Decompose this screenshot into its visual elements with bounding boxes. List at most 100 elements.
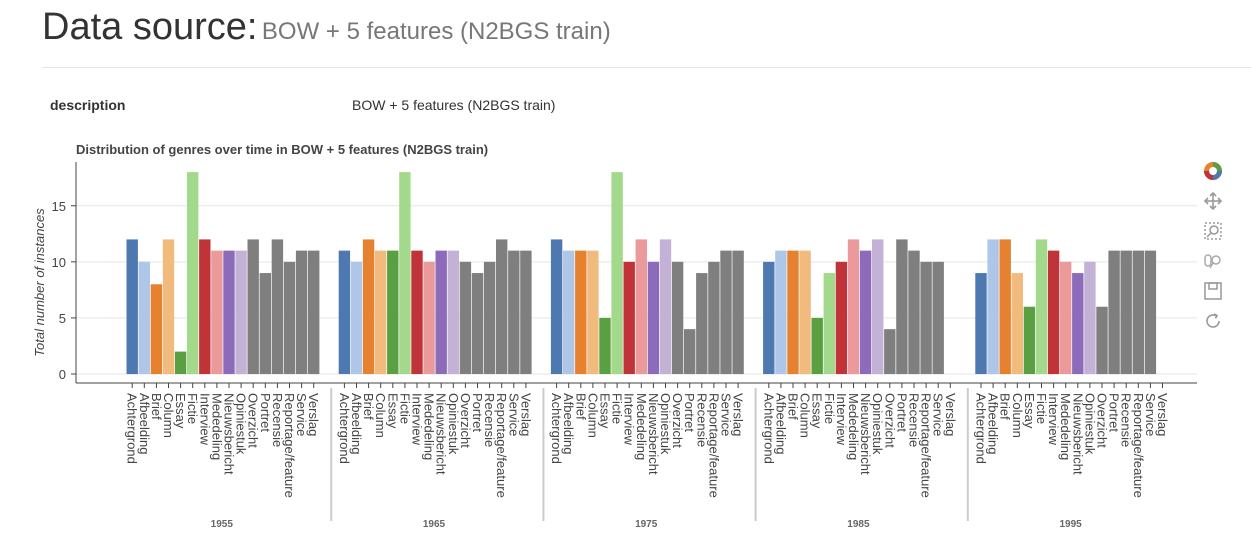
bar-1985-afbeelding [775, 250, 787, 375]
x-category-label: Column [161, 393, 176, 438]
bar-1975-column [587, 250, 599, 375]
bar-1985-interview [835, 261, 848, 375]
x-category-label: Overzicht [246, 393, 261, 448]
x-category-label: Portret [470, 393, 485, 432]
bar-1985-fictie [823, 273, 835, 375]
bar-1975-achtergrond [550, 239, 563, 375]
x-category-label: Recensie [1119, 393, 1134, 447]
bar-1985-opiniestuk [872, 239, 884, 375]
bar-1955-overzicht [247, 239, 259, 375]
bar-1955-reportage-feature [283, 261, 296, 375]
bar-1995-reportage-feature [1132, 250, 1144, 375]
bar-1995-column [1011, 273, 1023, 375]
bar-1995-nieuwsbericht [1072, 273, 1084, 375]
x-category-label: Portret [894, 393, 909, 432]
x-category-label: Overzicht [670, 393, 685, 448]
bar-1985-column [799, 250, 811, 375]
bar-1965-brief [362, 239, 375, 375]
x-category-label: Achtergrond [761, 393, 776, 464]
x-category-label: Opiniestuk [658, 393, 673, 455]
y-tick-label-1: 5 [59, 311, 66, 326]
x-category-label: Verslag [943, 393, 958, 436]
bar-1975-brief [575, 250, 587, 375]
bar-1955-nieuwsbericht [223, 250, 235, 375]
x-category-label: Recensie [907, 393, 922, 447]
x-category-label: Essay [173, 393, 188, 429]
x-category-label: Reportage/feature [1131, 393, 1146, 498]
bar-1995-brief [999, 239, 1011, 375]
x-category-label: Afbeelding [561, 393, 576, 454]
bar-1965-fictie [399, 172, 411, 375]
bar-1995-fictie [1035, 239, 1048, 375]
bar-1955-column [162, 239, 175, 375]
y-axis-label: Total number of instances [32, 208, 47, 357]
bar-1995-overzicht [1096, 306, 1108, 375]
bar-1985-achtergrond [763, 261, 775, 375]
x-category-label: Fictie [1034, 393, 1049, 424]
bar-1965-column [375, 250, 387, 375]
bar-1965-portret [471, 273, 484, 375]
bar-1955-brief [150, 284, 163, 375]
bar-1965-mededeling [423, 261, 435, 375]
genre-distribution-chart[interactable]: Distribution of genres over time in BOW … [0, 135, 1251, 560]
x-category-label: Verslag [306, 393, 321, 436]
save-tool-icon[interactable] [1199, 278, 1227, 304]
bar-1965-recensie [483, 261, 496, 375]
bar-1985-nieuwsbericht [859, 250, 872, 375]
x-category-label: Column [585, 393, 600, 438]
x-category-label: Service [931, 393, 946, 436]
x-category-label: Brief [998, 393, 1013, 420]
bokeh-logo-icon[interactable] [1199, 158, 1227, 184]
page-header: Data source: BOW + 5 features (N2BGS tra… [42, 6, 611, 49]
x-category-label: Afbeelding [349, 393, 364, 454]
bar-1975-opiniestuk [659, 239, 672, 375]
x-category-label: Nieuwsbericht [858, 393, 873, 475]
x-category-label: Overzicht [1095, 393, 1110, 448]
x-category-label: Essay [598, 393, 613, 429]
x-group-label-1985: 1985 [847, 519, 870, 530]
bar-1955-essay [174, 351, 187, 375]
bar-1975-afbeelding [563, 250, 575, 375]
x-category-label: Column [373, 393, 388, 438]
description-value: BOW + 5 features (N2BGS train) [352, 97, 556, 113]
x-category-label: Service [506, 393, 521, 436]
x-category-label: Essay [810, 393, 825, 429]
bar-1985-service [932, 261, 944, 375]
bar-1985-recensie [908, 250, 920, 375]
bar-1965-afbeelding [350, 261, 363, 375]
x-category-label: Achtergrond [125, 393, 140, 464]
bar-1955-interview [199, 239, 211, 375]
x-category-label: Brief [149, 393, 164, 420]
x-category-label: Mededeling [422, 393, 437, 460]
page-subtitle: BOW + 5 features (N2BGS train) [261, 18, 611, 45]
bar-1955-fictie [187, 172, 199, 375]
header-divider [42, 67, 1251, 68]
x-category-label: Achtergrond [974, 393, 989, 464]
x-category-label: Interview [410, 393, 425, 446]
x-category-label: Opiniestuk [234, 393, 249, 455]
x-category-label: Interview [1046, 393, 1061, 446]
bar-1975-interview [623, 261, 635, 375]
x-category-label: Nieuwsbericht [222, 393, 237, 475]
x-category-label: Opiniestuk [446, 393, 461, 455]
x-category-label: Reportage/feature [282, 393, 297, 498]
x-category-label: Verslag [731, 393, 746, 436]
bar-1965-reportage-feature [496, 239, 508, 375]
x-category-label: Opiniestuk [1082, 393, 1097, 455]
bar-1955-portret [259, 273, 271, 375]
reset-tool-icon[interactable] [1199, 308, 1227, 334]
x-category-label: Interview [197, 393, 212, 446]
pan-tool-icon[interactable] [1199, 188, 1227, 214]
bar-1975-verslag [732, 250, 744, 375]
chart-canvas[interactable]: Distribution of genres over time in BOW … [0, 135, 1251, 560]
bar-1965-verslag [520, 250, 532, 375]
x-category-label: Nieuwsbericht [646, 393, 661, 475]
description-label: description [50, 97, 126, 113]
bar-1975-service [720, 250, 732, 375]
box-zoom-tool-icon[interactable] [1199, 218, 1227, 244]
wheel-zoom-tool-icon[interactable] [1199, 248, 1227, 274]
x-category-label: Service [294, 393, 309, 436]
x-category-label: Service [719, 393, 734, 436]
x-group-label-1995: 1995 [1059, 519, 1082, 530]
x-category-label: Recensie [270, 393, 285, 447]
